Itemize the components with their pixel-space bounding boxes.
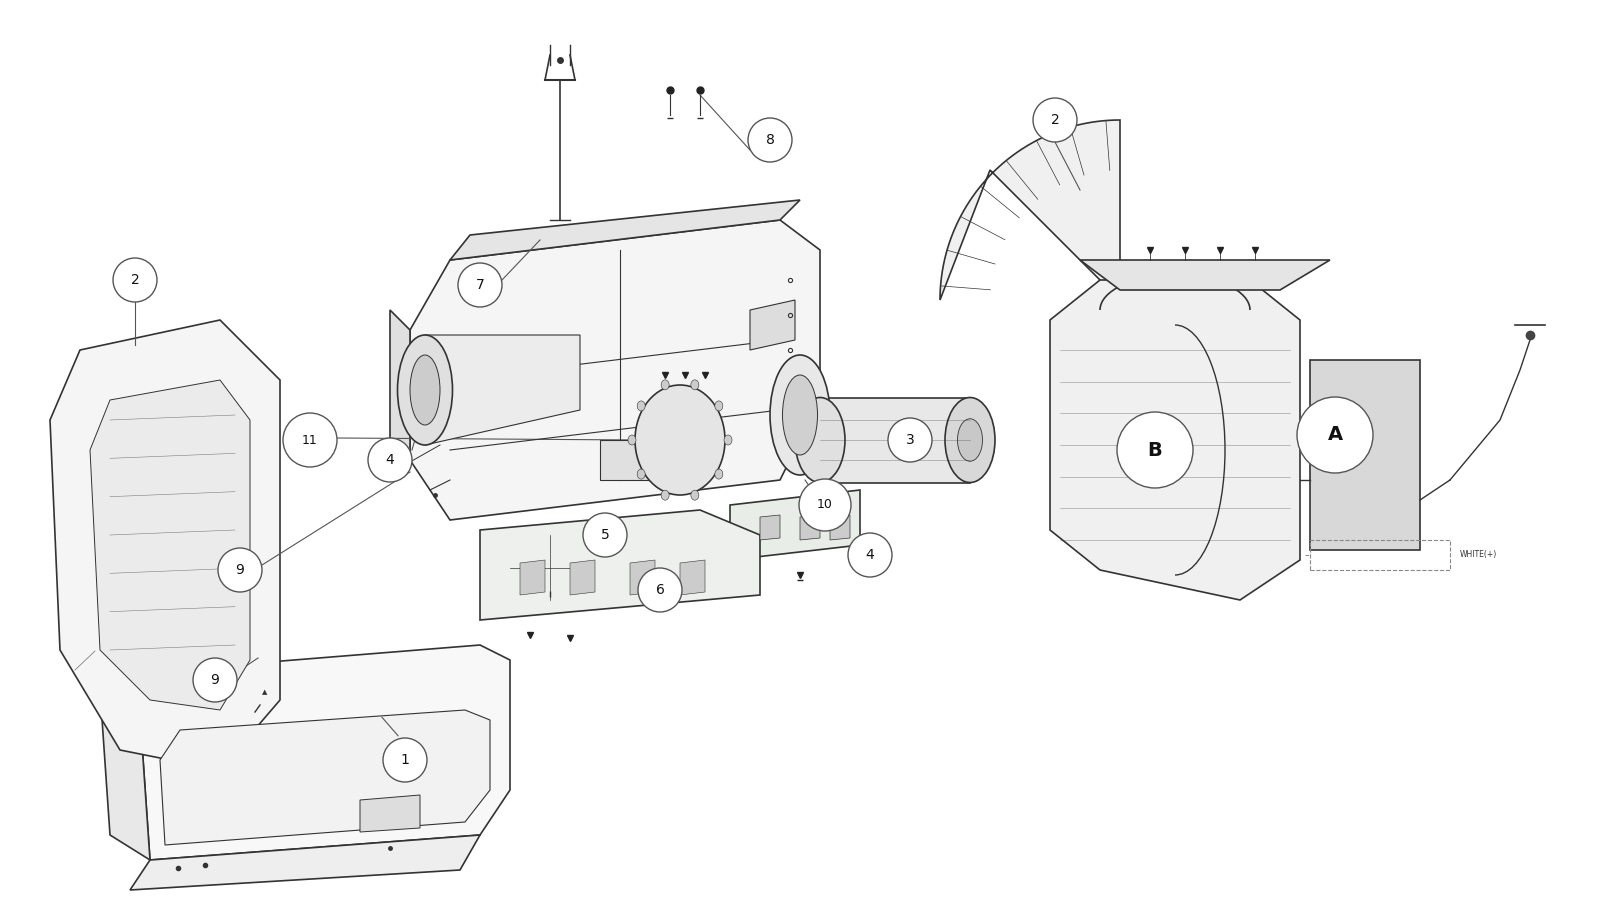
Circle shape [368, 438, 413, 482]
Polygon shape [50, 320, 280, 770]
Ellipse shape [627, 435, 637, 445]
Polygon shape [750, 300, 795, 350]
Text: 10: 10 [818, 499, 834, 511]
Text: 4: 4 [386, 453, 394, 467]
Polygon shape [1050, 280, 1299, 600]
Circle shape [638, 568, 682, 612]
Ellipse shape [946, 398, 995, 482]
Text: 8: 8 [765, 133, 774, 147]
Circle shape [382, 738, 427, 782]
Circle shape [283, 413, 338, 467]
Ellipse shape [957, 418, 982, 462]
Text: ▲: ▲ [262, 689, 267, 695]
Polygon shape [130, 835, 480, 890]
Ellipse shape [637, 400, 645, 411]
Text: 1: 1 [400, 753, 410, 767]
Ellipse shape [637, 469, 645, 479]
Circle shape [1298, 397, 1373, 473]
Ellipse shape [723, 435, 731, 445]
Circle shape [114, 258, 157, 302]
Polygon shape [410, 220, 819, 520]
Ellipse shape [691, 380, 699, 390]
Polygon shape [160, 710, 490, 845]
Text: 6: 6 [656, 583, 664, 597]
Text: 4: 4 [866, 548, 874, 562]
Polygon shape [450, 200, 800, 260]
Polygon shape [939, 120, 1120, 300]
Text: A: A [1328, 426, 1342, 445]
Text: 11: 11 [302, 434, 318, 446]
Circle shape [798, 479, 851, 531]
Ellipse shape [397, 335, 453, 445]
Circle shape [749, 118, 792, 162]
Text: 5: 5 [600, 528, 610, 542]
Circle shape [458, 263, 502, 307]
Text: B: B [1147, 440, 1162, 460]
Ellipse shape [770, 355, 830, 475]
Circle shape [1034, 98, 1077, 142]
Polygon shape [600, 440, 680, 480]
Polygon shape [360, 795, 419, 832]
Text: 2: 2 [1051, 113, 1059, 127]
Ellipse shape [795, 398, 845, 482]
Ellipse shape [715, 469, 723, 479]
Polygon shape [141, 645, 510, 860]
Ellipse shape [410, 355, 440, 425]
Ellipse shape [661, 491, 669, 500]
Polygon shape [680, 560, 706, 595]
Text: 9: 9 [235, 563, 245, 577]
Text: WHITE(+): WHITE(+) [1459, 551, 1498, 560]
Polygon shape [830, 515, 850, 540]
Polygon shape [630, 560, 654, 595]
Ellipse shape [691, 491, 699, 500]
Ellipse shape [635, 385, 725, 495]
Circle shape [194, 658, 237, 702]
Circle shape [582, 513, 627, 557]
Text: 9: 9 [211, 673, 219, 687]
Polygon shape [520, 560, 546, 595]
Ellipse shape [661, 380, 669, 390]
Polygon shape [480, 510, 760, 620]
Polygon shape [1310, 360, 1421, 550]
Text: 3: 3 [906, 433, 914, 447]
Text: 2: 2 [131, 273, 139, 287]
Polygon shape [800, 515, 819, 540]
Polygon shape [570, 560, 595, 595]
Polygon shape [426, 335, 579, 445]
Polygon shape [819, 398, 970, 482]
Polygon shape [390, 310, 410, 460]
Polygon shape [730, 490, 861, 560]
Circle shape [848, 533, 893, 577]
Ellipse shape [715, 400, 723, 411]
Circle shape [218, 548, 262, 592]
Circle shape [1117, 412, 1194, 488]
Polygon shape [1080, 260, 1330, 290]
Circle shape [888, 418, 931, 462]
Ellipse shape [782, 375, 818, 455]
Polygon shape [90, 380, 250, 710]
Polygon shape [99, 690, 150, 860]
Polygon shape [510, 530, 590, 610]
Text: 7: 7 [475, 278, 485, 292]
Polygon shape [760, 515, 781, 540]
